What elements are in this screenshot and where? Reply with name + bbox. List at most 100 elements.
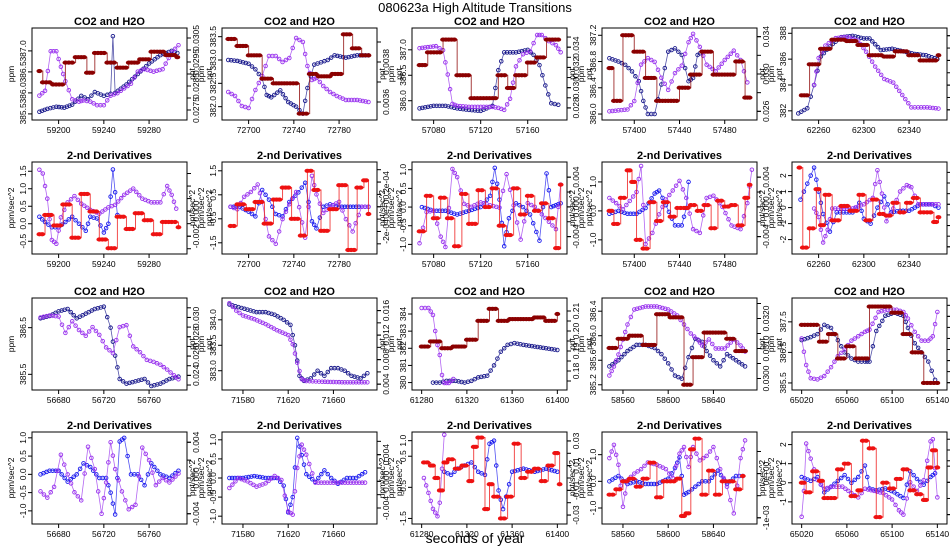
data-point: [428, 104, 434, 109]
data-point: [685, 326, 690, 332]
data-point: [646, 304, 651, 309]
data-point: [442, 380, 447, 386]
data-point: [696, 481, 701, 487]
data-point: [152, 200, 157, 205]
data-point: [707, 353, 713, 358]
data-point: [149, 200, 154, 205]
y-right-tick-label: 0.016: [381, 300, 391, 322]
data-point: [297, 368, 302, 374]
y-right-tick-label: -2e-04: [381, 219, 391, 244]
data-point: [539, 32, 545, 38]
y-left-tick-label: 383.5: [208, 26, 218, 48]
data-point: [229, 475, 235, 481]
y-left-tick-label: 385.5: [18, 103, 28, 125]
y-right-tick-label: 0.028: [571, 97, 581, 119]
data-point: [316, 480, 321, 485]
data-point: [275, 475, 281, 481]
data-point: [670, 188, 675, 193]
data-point: [170, 477, 175, 482]
y-left-tick-label: 387.5: [778, 311, 788, 333]
y-left-tick-label: 2: [778, 442, 788, 447]
data-point: [722, 57, 727, 63]
data-point: [452, 170, 458, 176]
data-point: [232, 58, 237, 63]
data-point: [873, 315, 878, 321]
data-point: [360, 98, 366, 104]
data-point: [302, 98, 308, 104]
y-right-axis-label: ppt: [394, 67, 404, 79]
data-point: [741, 68, 747, 74]
data-point: [637, 209, 642, 215]
data-point: [465, 73, 472, 78]
data-point: [107, 348, 112, 353]
data-point: [721, 357, 726, 363]
data-point: [543, 346, 549, 351]
data-point: [37, 214, 42, 219]
data-point: [886, 304, 893, 309]
x-tick-label: 57120: [469, 125, 493, 135]
series-aux: [606, 33, 753, 104]
y-left-axis-label: ppm: [766, 66, 776, 83]
y-left-tick-label: 386.0: [588, 325, 598, 347]
data-point: [322, 468, 327, 473]
panel-title: CO2 and H2O: [644, 286, 715, 298]
data-point: [711, 226, 718, 231]
y-right-tick-label: -0.004: [191, 501, 201, 525]
data-point: [445, 72, 451, 77]
data-point: [42, 183, 48, 189]
x-tick-label: 58640: [702, 529, 726, 539]
x-tick-label: 57080: [422, 125, 446, 135]
data-point: [914, 476, 920, 482]
y-right-axis-label: ppt: [774, 67, 784, 79]
data-point: [287, 55, 292, 61]
data-point: [697, 230, 703, 236]
data-point: [620, 504, 626, 509]
data-point: [311, 372, 317, 377]
data-point: [262, 84, 267, 90]
data-point: [822, 373, 827, 379]
data-point: [625, 348, 630, 354]
series-aux: [418, 306, 561, 351]
data-point: [456, 379, 461, 384]
y-left-tick-label: 381: [398, 358, 408, 372]
data-point: [40, 171, 46, 176]
data-point: [436, 339, 443, 344]
data-point: [657, 218, 664, 224]
data-point: [169, 192, 174, 198]
x-tick-label: 65060: [835, 395, 859, 405]
y-left-tick-label: 385.6: [588, 349, 598, 371]
data-point: [276, 229, 282, 234]
x-tick-label: 62260: [807, 259, 831, 269]
y-left-tick-label: 385.2: [588, 374, 598, 396]
data-point: [652, 59, 657, 65]
y-left-tick-label: 0.0: [588, 475, 598, 487]
data-point: [342, 204, 347, 210]
data-point: [89, 70, 96, 75]
data-point: [838, 350, 844, 356]
data-point: [651, 304, 657, 309]
data-point: [349, 54, 354, 59]
data-point: [729, 479, 736, 484]
series-aux: [606, 436, 746, 519]
data-point: [147, 218, 154, 223]
y-left-axis-label: ppm: [6, 66, 16, 83]
y-left-tick-label: 1.5: [18, 165, 28, 177]
data-point: [616, 487, 623, 492]
overlap-axis-label: ppt/sec^2: [377, 190, 387, 226]
series-h2o: [227, 442, 368, 517]
panel-frame: [221, 27, 378, 121]
data-point: [272, 473, 277, 479]
data-point: [918, 483, 923, 488]
data-point: [152, 57, 157, 62]
data-point: [624, 336, 630, 341]
data-point: [557, 182, 564, 187]
data-point: [612, 345, 619, 351]
data-point: [85, 205, 90, 211]
data-point: [240, 313, 246, 318]
series-co2: [227, 435, 368, 515]
overlap-axis-label: ppt/sec^2: [187, 460, 197, 496]
data-point: [118, 195, 124, 201]
